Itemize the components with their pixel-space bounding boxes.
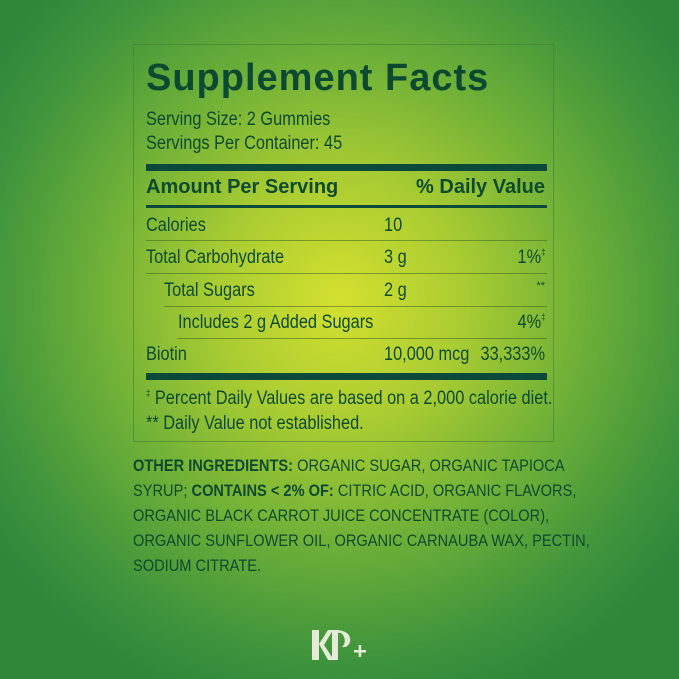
row-total-sugars: Total Sugars bbox=[164, 280, 270, 302]
contains-label: CONTAINS < 2% OF: bbox=[191, 481, 334, 500]
footnote-mark: ‡ bbox=[540, 312, 545, 322]
row-biotin: Biotin bbox=[146, 344, 194, 366]
amount: 10,000 mcg bbox=[384, 344, 483, 366]
ingredients-line-3: ORGANIC BLACK CARROT JUICE CONCENTRATE (… bbox=[133, 506, 617, 526]
nutrient-amount: 10 bbox=[384, 215, 403, 236]
ingredients-label: OTHER INGREDIENTS: bbox=[133, 456, 294, 475]
ingredients-line-2: SYRUP; CONTAINS < 2% OF: CITRIC ACID, OR… bbox=[133, 481, 649, 501]
medium-divider bbox=[146, 205, 547, 208]
nutrient-dv: 4% bbox=[517, 312, 541, 333]
nutrient-name: Total Carbohydrate bbox=[146, 247, 285, 268]
ingredients-text: ORGANIC SUNFLOWER OIL, ORGANIC CARNAUBA … bbox=[133, 531, 590, 550]
nutrient-name: Calories bbox=[146, 215, 206, 236]
serving-size-text: Serving Size: 2 Gummies bbox=[146, 109, 331, 130]
nutrient-name: Biotin bbox=[146, 344, 187, 365]
nutrient-name: Includes 2 g Added Sugars bbox=[178, 312, 374, 333]
servings-per-container: Servings Per Container: 45 bbox=[146, 133, 374, 155]
footnote-not-established: ** Daily Value not established. bbox=[146, 413, 399, 435]
ingredients-line-5: SODIUM CITRATE. bbox=[133, 556, 282, 576]
panel-title: Supplement Facts bbox=[146, 57, 490, 99]
nutrient-dv: 1% bbox=[517, 247, 541, 268]
ingredients-text: CITRIC ACID, ORGANIC FLAVORS, bbox=[333, 481, 577, 500]
ingredients-line-1: OTHER INGREDIENTS: ORGANIC SUGAR, ORGANI… bbox=[133, 456, 635, 476]
footnote-mark: ** bbox=[536, 280, 545, 292]
dv: 33,333% bbox=[470, 344, 545, 366]
footnote-daily-values: ‡ Percent Daily Values are based on a 2,… bbox=[146, 388, 619, 410]
row-calories: Calories bbox=[146, 215, 216, 237]
nutrient-dv: 33,333% bbox=[480, 344, 545, 365]
servings-per-container-text: Servings Per Container: 45 bbox=[146, 133, 343, 154]
amount: 10 bbox=[384, 215, 405, 237]
nutrient-amount: 3 g bbox=[384, 247, 407, 268]
divider bbox=[178, 338, 547, 339]
nutrient-amount: 10,000 mcg bbox=[384, 344, 470, 365]
dv: 4%‡ bbox=[513, 312, 545, 334]
footnote-text: ** Daily Value not established. bbox=[146, 413, 364, 434]
ingredients-text: SODIUM CITRATE. bbox=[133, 556, 262, 575]
amount: 3 g bbox=[384, 247, 410, 269]
amount-per-serving-header: Amount Per Serving bbox=[146, 176, 339, 198]
row-added-sugars: Includes 2 g Added Sugars bbox=[178, 312, 405, 334]
kp-plus-logo bbox=[312, 630, 366, 660]
ingredients-text: SYRUP; bbox=[133, 481, 192, 500]
dv: 1%‡ bbox=[513, 247, 545, 269]
footnote-text: Percent Daily Values are based on a 2,00… bbox=[154, 388, 553, 409]
row-total-carbohydrate: Total Carbohydrate bbox=[146, 247, 307, 269]
thick-divider bbox=[146, 373, 547, 380]
divider bbox=[146, 273, 547, 274]
amount: 2 g bbox=[384, 280, 410, 302]
daily-value-header: % Daily Value bbox=[416, 176, 545, 198]
divider bbox=[164, 306, 547, 307]
nutrient-amount: 2 g bbox=[384, 280, 407, 301]
thick-divider bbox=[146, 164, 547, 171]
footnote-mark: ‡ bbox=[540, 247, 545, 257]
ingredients-text: ORGANIC SUGAR, ORGANIC TAPIOCA bbox=[293, 456, 565, 475]
nutrient-name: Total Sugars bbox=[164, 280, 255, 301]
serving-size: Serving Size: 2 Gummies bbox=[146, 109, 360, 131]
footnote-mark: ‡ bbox=[146, 388, 151, 398]
supplement-facts-panel: Supplement Facts Serving Size: 2 Gummies… bbox=[133, 44, 554, 442]
ingredients-text: ORGANIC BLACK CARROT JUICE CONCENTRATE (… bbox=[133, 506, 550, 525]
divider bbox=[146, 240, 547, 241]
ingredients-line-4: ORGANIC SUNFLOWER OIL, ORGANIC CARNAUBA … bbox=[133, 531, 664, 551]
